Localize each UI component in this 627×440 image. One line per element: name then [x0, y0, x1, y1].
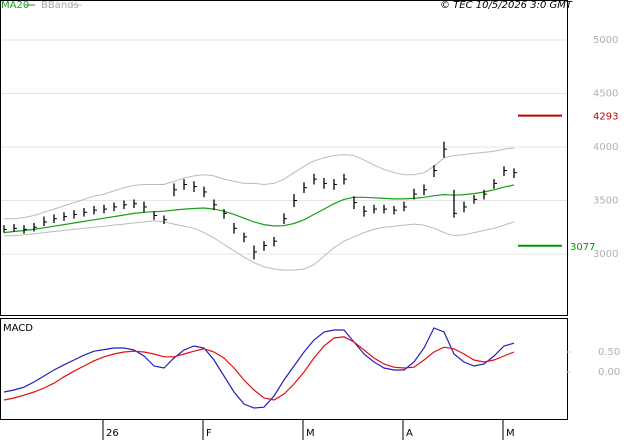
- macd-line: [3, 327, 515, 409]
- y-tick-label: 0.50: [598, 347, 620, 358]
- macd-title: MACD: [3, 323, 33, 334]
- y-tick-label: 5000: [593, 35, 618, 46]
- y-tick-label: 3500: [593, 196, 618, 207]
- x-tick-label: A: [406, 428, 413, 439]
- y-tick-label: 4500: [593, 89, 618, 100]
- y-tick-label: 0.00: [598, 367, 620, 378]
- x-tick-label: M: [506, 428, 515, 439]
- level-label: 3077: [570, 242, 595, 253]
- copyright: © TEC 10/5/2026 3:0 GMT: [440, 0, 573, 11]
- indicator-line: [4, 147, 515, 220]
- y-tick-label: 3000: [593, 249, 618, 260]
- price-panel: [0, 0, 568, 316]
- macd-panel: [0, 318, 568, 420]
- macd-line: [3, 336, 515, 401]
- indicator-line: [4, 220, 515, 271]
- legend-label: BBands: [41, 0, 79, 11]
- x-tick-label: 26: [106, 428, 119, 439]
- x-tick-label: F: [206, 428, 212, 439]
- level-label: 4293: [593, 112, 618, 123]
- x-tick-label: M: [306, 428, 315, 439]
- indicator-line: [3, 184, 515, 234]
- y-tick-label: 4000: [593, 142, 618, 153]
- legend-label: MA20: [1, 0, 29, 11]
